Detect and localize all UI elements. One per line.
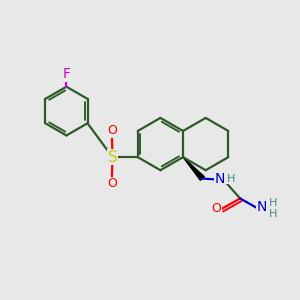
Text: H: H [227, 173, 236, 184]
Text: N: N [215, 172, 225, 185]
Text: H: H [268, 209, 277, 219]
Text: F: F [62, 67, 70, 81]
Text: O: O [212, 202, 221, 215]
Text: N: N [257, 200, 267, 214]
Text: O: O [107, 124, 117, 137]
Text: S: S [108, 150, 117, 165]
Text: H: H [268, 199, 277, 208]
Text: O: O [107, 177, 117, 190]
Polygon shape [183, 157, 204, 180]
